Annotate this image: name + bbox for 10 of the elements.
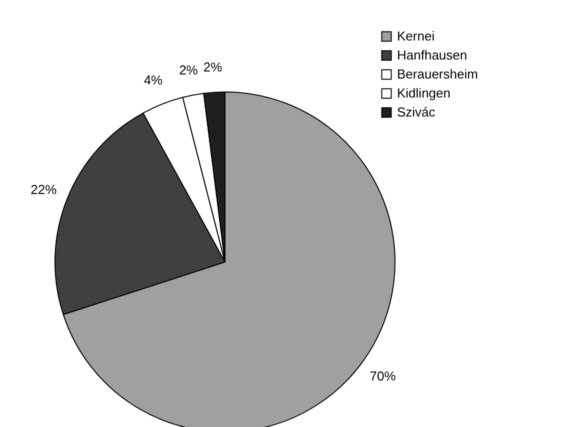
data-label: 2% xyxy=(179,62,198,78)
data-label: 22% xyxy=(30,182,58,198)
data-label: 70% xyxy=(370,368,396,384)
legend-label: Kernei xyxy=(397,28,435,44)
legend-label: Szivác xyxy=(397,104,436,120)
legend-label: Kidlingen xyxy=(397,86,450,100)
legend-label: Hanfhausen xyxy=(397,48,468,62)
data-label: 2% xyxy=(203,59,223,74)
legend-label: Berauersheim xyxy=(397,66,478,82)
data-label: 4% xyxy=(144,72,164,88)
